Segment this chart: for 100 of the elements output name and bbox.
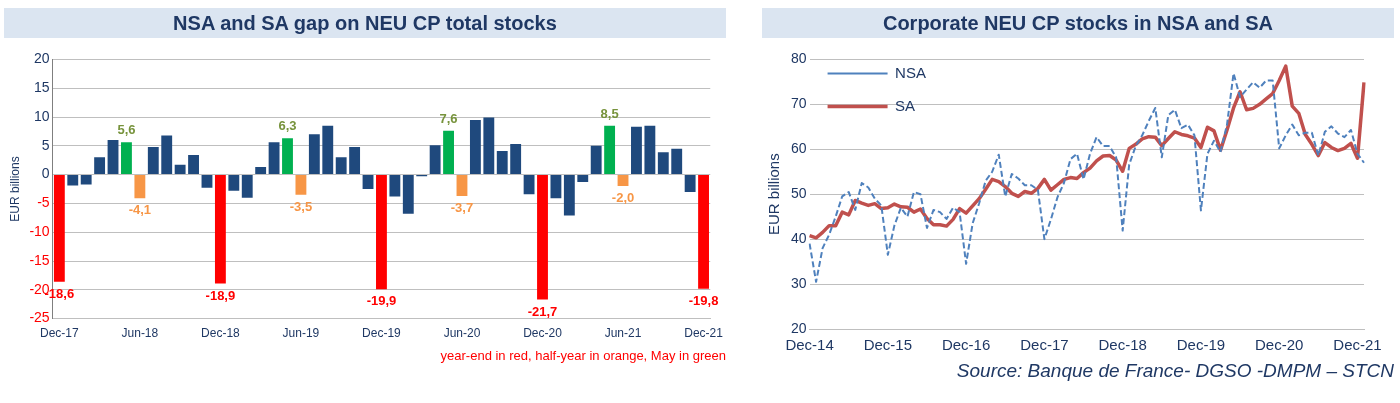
data-label: -19,9: [366, 293, 397, 309]
y-tick-label: 70: [790, 95, 807, 112]
x-tick-label: Dec-21: [1333, 336, 1382, 354]
bar: [657, 152, 669, 175]
bar: [537, 175, 548, 300]
source-note: Source: Banque de France- DGSO -DMPM – STCN: [955, 360, 1394, 382]
x-tick-label: Dec-16: [941, 336, 991, 354]
bar: [402, 175, 414, 214]
bar: [282, 138, 293, 175]
bar: [389, 175, 401, 197]
bar: [214, 175, 226, 284]
bar: [631, 126, 642, 175]
x-tick-label: Jun-19: [282, 326, 320, 341]
bar: [335, 157, 347, 175]
bar: [349, 146, 361, 175]
bar: [134, 175, 146, 199]
x-tick-label: Dec-17: [40, 326, 80, 341]
chart-title: Corporate NEU CP stocks in NSA and SA: [762, 8, 1394, 38]
data-label: -4,1: [128, 202, 152, 218]
bar: [308, 134, 320, 175]
data-label: -19,8: [688, 292, 719, 308]
x-tick-label: Dec-15: [863, 336, 913, 354]
legend-label: SA: [895, 96, 916, 114]
data-label: -21,7: [527, 303, 558, 319]
bar: [322, 125, 334, 175]
data-label: -3,5: [289, 198, 313, 214]
x-tick-label: Dec-21: [684, 326, 724, 341]
bar: [107, 140, 119, 175]
y-tick-label: 15: [34, 79, 50, 96]
data-label: 6,3: [278, 118, 297, 134]
x-tick-label: Dec-20: [1255, 336, 1304, 354]
x-tick-label: Jun-21: [604, 326, 642, 341]
y-tick-label: -5: [37, 194, 50, 211]
y-tick-label: 10: [34, 107, 50, 124]
bar: [67, 175, 79, 186]
data-label: 5,6: [117, 122, 136, 138]
bar: [53, 175, 65, 282]
bar: [362, 175, 374, 189]
y-tick-label: 5: [41, 136, 50, 153]
bar: [510, 144, 522, 175]
bar: [496, 150, 508, 175]
bar: [174, 164, 186, 175]
chart-title: NSA and SA gap on NEU CP total stocks: [4, 8, 726, 38]
bar: [121, 142, 132, 175]
bar: [590, 145, 602, 175]
bar: [671, 148, 683, 175]
y-axis-title: EUR billions: [765, 153, 783, 236]
text: year-end in red, half-year in orange, May in green: [439, 348, 726, 363]
bar: [188, 155, 199, 175]
x-tick-label: Dec-17: [1020, 336, 1069, 354]
bar: [698, 175, 709, 289]
bar: [228, 175, 240, 191]
y-tick-label: 80: [790, 50, 807, 67]
bar: [469, 119, 481, 175]
bar: [563, 175, 575, 216]
data-label: 8,5: [600, 105, 619, 121]
y-tick-label: -10: [29, 223, 50, 240]
x-tick-label: Jun-20: [443, 326, 481, 341]
bar: [376, 175, 387, 290]
x-tick-label: Dec-18: [201, 326, 241, 341]
bar: [483, 117, 495, 175]
y-tick-label: 30: [790, 274, 807, 291]
bar: [456, 175, 468, 196]
x-tick-label: Dec-14: [785, 336, 834, 354]
bar: [644, 125, 656, 175]
bar: [684, 175, 696, 192]
y-tick-label: -25: [29, 309, 50, 326]
x-tick-label: Jun-18: [121, 326, 159, 341]
bar: [80, 175, 92, 185]
bar: [241, 175, 253, 198]
x-tick-label: Dec-19: [1176, 336, 1226, 354]
bar: [577, 175, 589, 183]
y-axis-title: EUR billions: [7, 156, 22, 222]
bar: [295, 175, 307, 195]
bar: [94, 157, 106, 175]
data-label: -18,9: [205, 287, 236, 303]
y-tick-label: -15: [29, 251, 50, 268]
y-tick-label: 50: [790, 185, 807, 202]
bar: [255, 167, 267, 175]
x-tick-label: Dec-19: [362, 326, 402, 341]
bar: [617, 175, 629, 187]
y-tick-label: 20: [34, 50, 50, 67]
data-label: -2,0: [611, 190, 635, 206]
bar: [604, 125, 616, 175]
y-tick-label: 40: [790, 229, 807, 246]
y-tick-label: 0: [41, 165, 50, 182]
data-label: -3,7: [450, 199, 474, 215]
bar: [443, 130, 454, 175]
bar: [147, 146, 159, 175]
bar: [550, 175, 562, 199]
bar: [523, 175, 535, 195]
y-tick-label: 60: [790, 140, 807, 157]
bar: [161, 135, 173, 175]
y-tick-label: 20: [790, 319, 807, 336]
bar: [429, 145, 441, 175]
bar: [201, 175, 213, 188]
legend-label: NSA: [895, 63, 926, 81]
bar: [268, 142, 280, 175]
data-label: 7,6: [439, 110, 458, 126]
x-tick-label: Dec-18: [1098, 336, 1147, 354]
